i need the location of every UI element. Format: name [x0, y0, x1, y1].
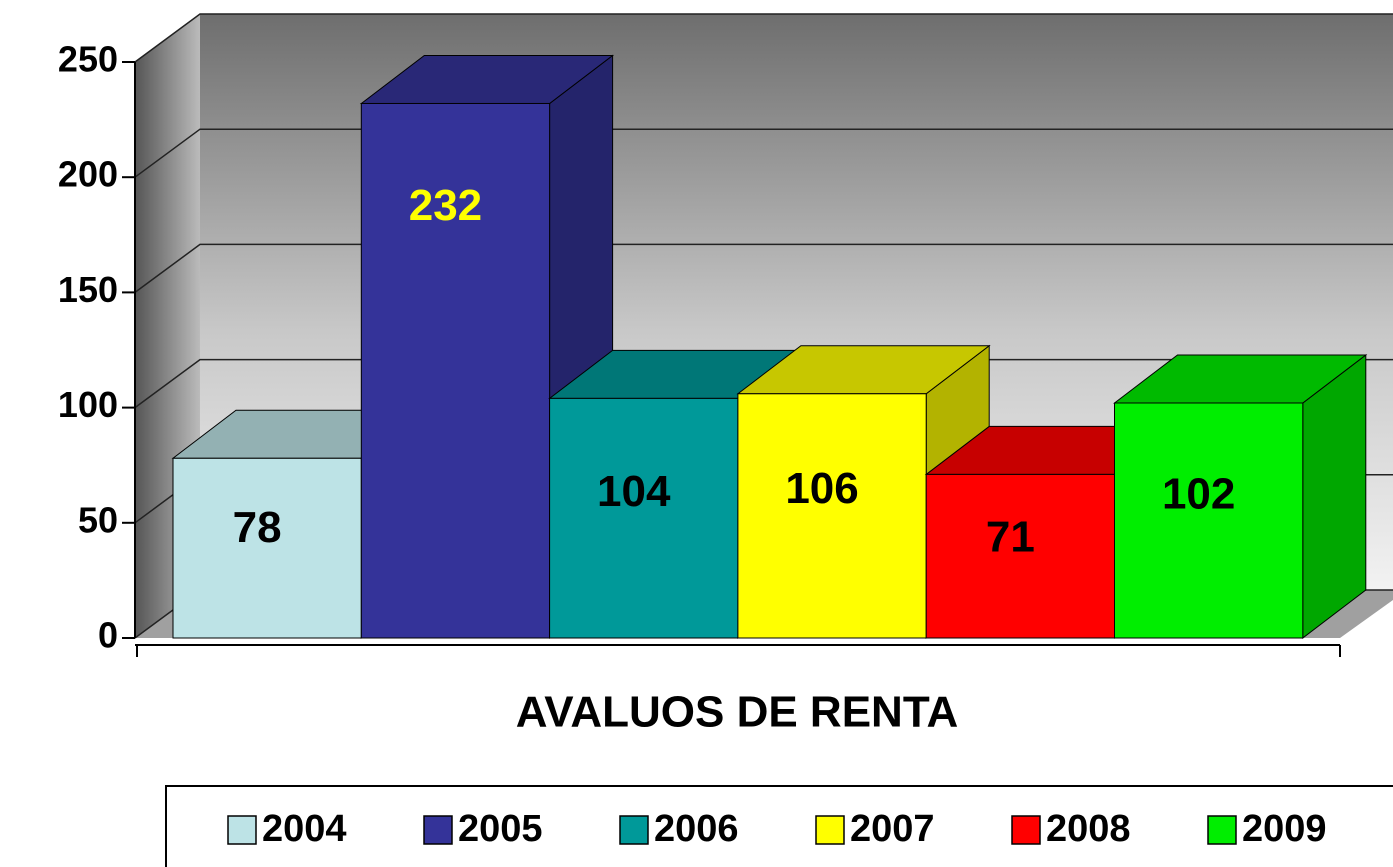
- grid-line: [134, 128, 1393, 178]
- bar: [172, 457, 362, 639]
- bar-side: [1302, 353, 1367, 640]
- legend: [165, 785, 1393, 867]
- legend-label: 2004: [262, 808, 347, 850]
- y-tick-label: 250: [58, 39, 118, 80]
- value-label: 71: [986, 512, 1035, 561]
- y-tick-label: 50: [78, 499, 118, 540]
- legend-swatch: [815, 815, 845, 845]
- value-label: 106: [785, 464, 858, 513]
- legend-swatch: [1207, 815, 1237, 845]
- legend-swatch: [1011, 815, 1041, 845]
- value-label: 104: [597, 467, 671, 516]
- value-label: 78: [233, 503, 282, 552]
- legend-swatch: [227, 815, 257, 845]
- grid-line: [134, 358, 1393, 409]
- legend-label: 2006: [654, 808, 739, 850]
- y-tick-label: 150: [58, 269, 118, 310]
- value-label: 102: [1162, 470, 1235, 519]
- bar: [360, 102, 551, 639]
- legend-label: 2005: [458, 808, 543, 850]
- bar: [549, 397, 739, 639]
- value-label: 232: [409, 181, 482, 230]
- legend-label: 2007: [850, 808, 935, 850]
- legend-swatch: [619, 815, 649, 845]
- legend-swatch: [423, 815, 453, 845]
- y-tick-label: 0: [98, 615, 118, 656]
- bar: [925, 473, 1116, 639]
- bar: [1114, 402, 1304, 639]
- grid-line: [134, 243, 1393, 294]
- y-tick-label: 100: [58, 384, 118, 425]
- legend-label: 2008: [1046, 808, 1131, 850]
- bar: [737, 393, 927, 639]
- grid-line: [134, 13, 1393, 63]
- y-tick-label: 200: [58, 154, 118, 195]
- category-label: AVALUOS DE RENTA: [516, 688, 958, 737]
- legend-label: 2009: [1242, 808, 1327, 850]
